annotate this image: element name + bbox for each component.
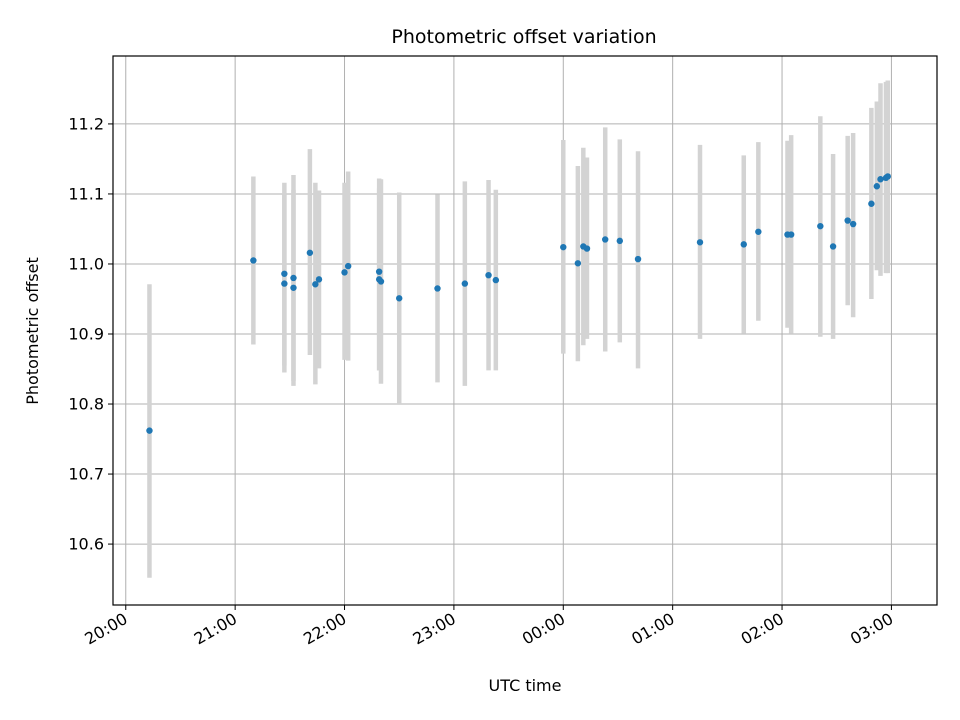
data-point [146, 427, 153, 434]
data-point [341, 269, 348, 276]
data-point [583, 245, 591, 252]
data-point [377, 278, 385, 285]
data-point [574, 260, 582, 267]
y-tick-label: 10.7 [68, 465, 104, 484]
data-point [312, 281, 319, 288]
x-tick-label: 00:00 [519, 609, 568, 649]
x-axis-ticks: 20:00 21:00 22:00 23:00 00:00 01:00 02:00 03:00 [81, 605, 896, 649]
data-point [868, 200, 875, 207]
data-point [844, 217, 851, 224]
x-axis-title: UTC time [489, 676, 562, 695]
data-point [740, 241, 747, 248]
data-point [434, 285, 441, 292]
x-tick-label: 22:00 [300, 609, 349, 649]
data-point [787, 231, 795, 238]
data-point [281, 280, 288, 287]
x-tick-label: 20:00 [81, 609, 130, 649]
data-point [290, 284, 297, 291]
data-point [290, 274, 297, 282]
y-tick-label: 10.9 [68, 325, 104, 344]
data-point [829, 243, 837, 250]
x-tick-label: 23:00 [409, 609, 458, 649]
data-point [634, 255, 642, 263]
x-tick-label: 02:00 [738, 609, 787, 649]
data-point [560, 243, 567, 251]
y-tick-label: 10.6 [68, 535, 104, 554]
data-point [849, 220, 857, 228]
data-point [396, 295, 403, 302]
data-point [250, 257, 257, 264]
y-axis-ticks: 10.6 10.7 10.8 10.9 11.0 11.1 11.2 [68, 114, 113, 554]
plot-frame [112, 55, 938, 606]
y-axis-title: Photometric offset [23, 257, 42, 405]
data-point [485, 271, 492, 279]
x-tick-label: 21:00 [191, 609, 240, 649]
data-points [146, 173, 891, 434]
x-tick-label: 03:00 [847, 609, 896, 649]
data-point [461, 280, 469, 287]
data-point [375, 268, 383, 275]
data-point [315, 276, 323, 283]
y-tick-label: 11.2 [68, 114, 104, 133]
data-point [817, 222, 824, 230]
data-point [602, 236, 609, 243]
data-point [344, 262, 352, 270]
grid-lines [113, 56, 937, 605]
y-tick-label: 11.0 [68, 254, 104, 273]
chart-title: Photometric offset variation [391, 26, 656, 48]
data-point [306, 249, 314, 256]
data-point [492, 276, 500, 284]
data-point [873, 183, 881, 190]
data-point [616, 237, 623, 245]
data-point [696, 239, 704, 246]
error-bars [147, 80, 891, 578]
data-point [281, 270, 288, 277]
x-tick-label: 01:00 [628, 609, 677, 649]
y-tick-label: 11.1 [68, 184, 104, 203]
data-point [755, 228, 762, 235]
data-point [877, 176, 884, 183]
y-tick-label: 10.8 [68, 395, 104, 414]
data-point [884, 173, 891, 180]
